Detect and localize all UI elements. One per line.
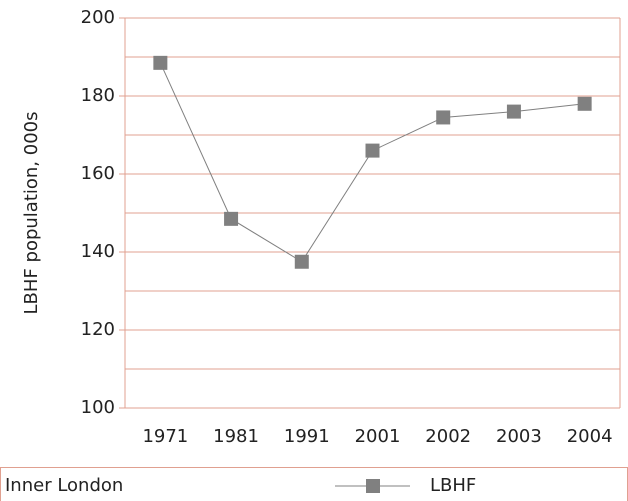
- point-marker: [506, 104, 521, 119]
- y-axis-label: LBHF population, 000s: [21, 112, 42, 315]
- point-marker: [365, 143, 380, 158]
- y-tick-label: 180: [81, 85, 115, 106]
- x-tick-label: 1971: [142, 426, 188, 447]
- y-tick-label: 160: [81, 163, 115, 184]
- legend-marker: [366, 479, 380, 493]
- point-marker: [294, 254, 309, 269]
- y-tick-label: 120: [81, 319, 115, 340]
- point-marker: [224, 211, 239, 226]
- point-marker: [153, 55, 168, 70]
- y-tick-label: 100: [81, 397, 115, 418]
- x-tick-label: 2003: [496, 426, 542, 447]
- legend-label: Inner London: [5, 475, 123, 496]
- x-tick-label: 2004: [567, 426, 613, 447]
- y-tick-label: 200: [81, 7, 115, 28]
- y-tick-label: 140: [81, 241, 115, 262]
- x-tick-label: 2001: [355, 426, 401, 447]
- series-line: [159, 62, 585, 263]
- x-tick-label: 2002: [425, 426, 471, 447]
- x-tick-label: 1981: [213, 426, 259, 447]
- point-marker: [577, 96, 592, 111]
- x-tick-label: 1991: [284, 426, 330, 447]
- legend-label: LBHF: [430, 475, 476, 496]
- point-marker: [436, 110, 451, 125]
